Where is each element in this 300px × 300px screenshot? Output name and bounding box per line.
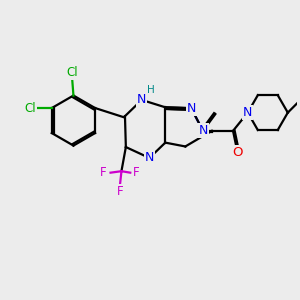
Text: O: O	[232, 146, 243, 159]
Text: N: N	[243, 106, 252, 119]
Text: N: N	[145, 152, 154, 164]
Text: Cl: Cl	[24, 101, 36, 115]
Text: H: H	[147, 85, 154, 95]
Text: N: N	[187, 102, 196, 115]
Text: N: N	[137, 93, 146, 106]
Text: N: N	[198, 124, 208, 137]
Text: F: F	[117, 185, 123, 198]
Text: F: F	[133, 166, 139, 179]
Text: F: F	[100, 166, 106, 179]
Text: Cl: Cl	[66, 66, 78, 79]
Text: N: N	[243, 106, 252, 119]
